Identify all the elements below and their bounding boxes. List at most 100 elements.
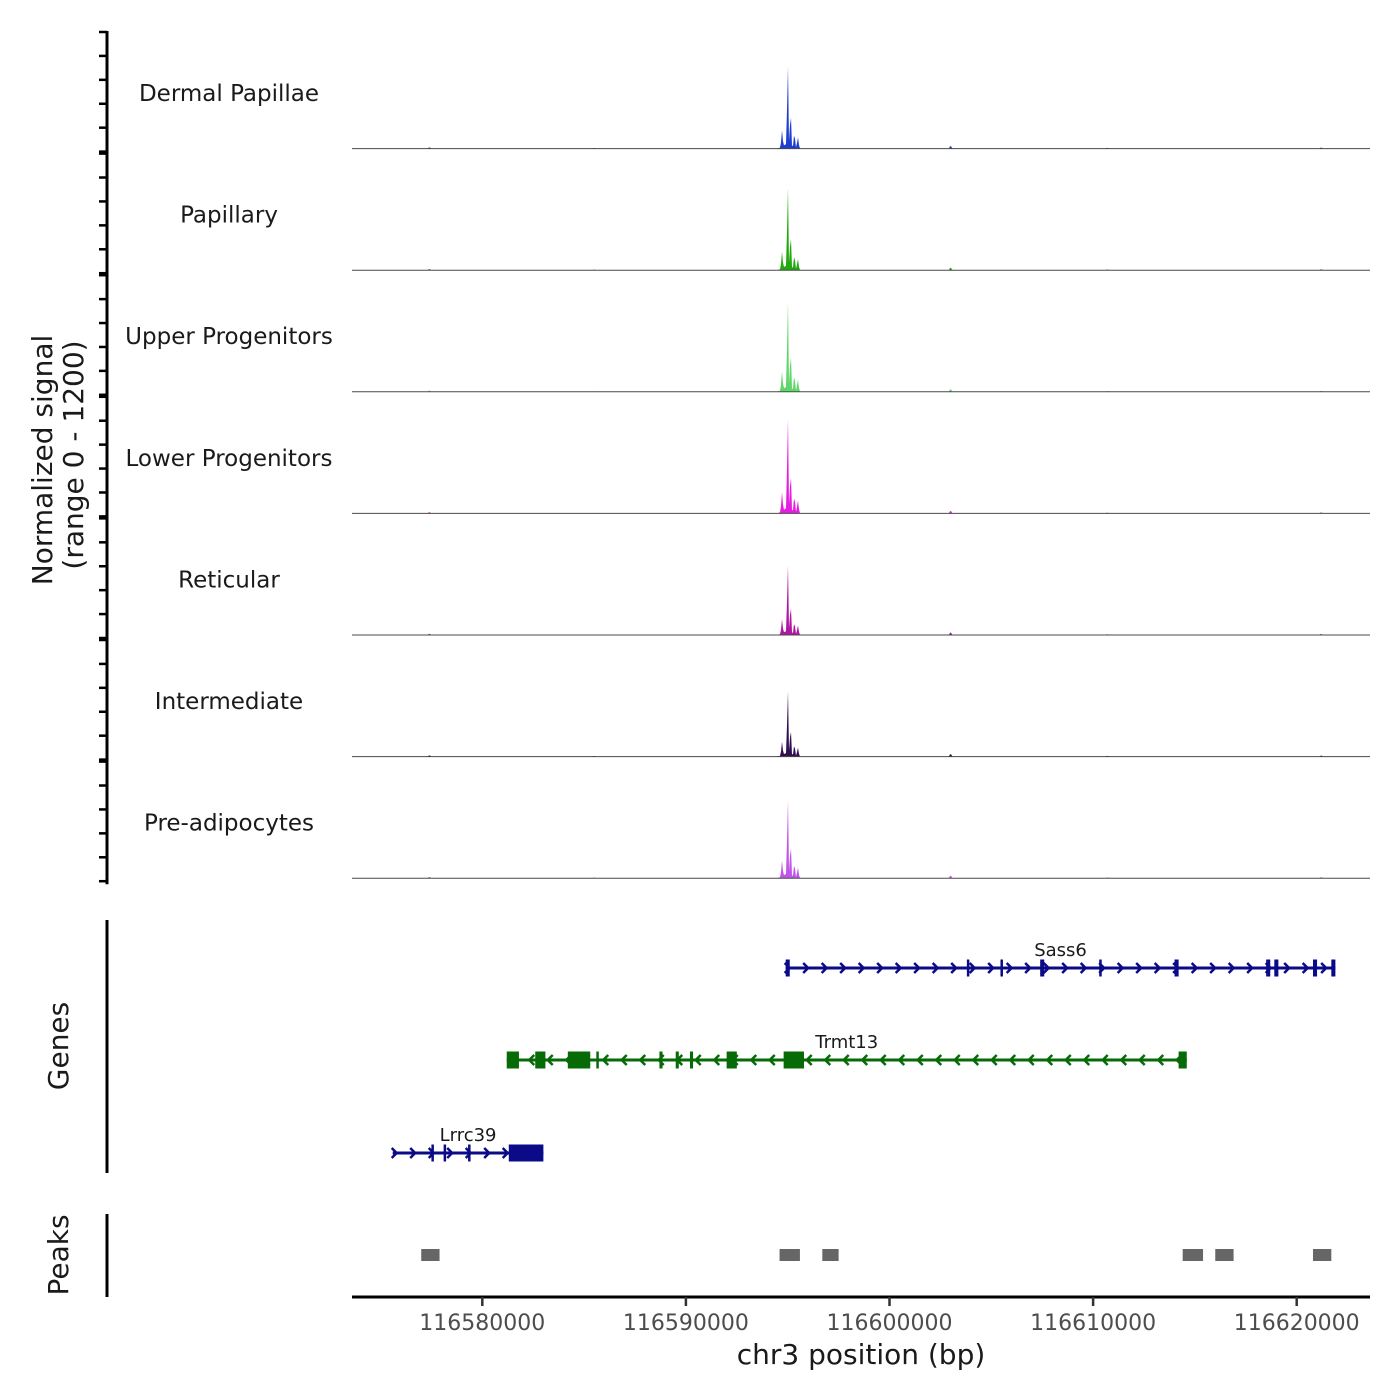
strand-arrow	[1209, 962, 1217, 974]
x-axis-label: chr3 position (bp)	[737, 1338, 986, 1371]
exon	[783, 1051, 804, 1069]
exon	[1331, 959, 1336, 977]
coverage-tracks: Dermal Papillae Papillary Upper Progenitor…	[125, 66, 1370, 879]
exon	[659, 1051, 663, 1069]
coverage-ylabel-line1: Normalized signal	[26, 335, 59, 586]
strand-arrow	[1079, 962, 1088, 974]
strand-arrow	[545, 1054, 554, 1066]
strand-arrow	[839, 962, 847, 974]
strand-arrow	[952, 1054, 961, 1066]
exon	[567, 1051, 591, 1069]
strand-arrow	[1283, 962, 1291, 974]
strand-arrow	[483, 1147, 491, 1159]
strand-arrow	[1190, 962, 1199, 974]
exon	[785, 959, 790, 977]
strand-arrow	[693, 1054, 702, 1066]
strand-arrow	[1005, 962, 1014, 974]
x-tick-label: 116590000	[623, 1311, 749, 1336]
track-label: Pre-adipocytes	[144, 811, 314, 837]
peaks-ylabel: Peaks	[42, 1214, 75, 1295]
coverage-area	[352, 419, 1370, 514]
peak-block	[1312, 1249, 1332, 1261]
strand-arrow	[987, 962, 995, 974]
gene-annotations: Sass6 Trmt13 Lrrc39	[390, 940, 1336, 1162]
x-tick-label: 116620000	[1234, 1311, 1360, 1336]
strand-arrow	[989, 1054, 998, 1066]
x-tick-label: 116610000	[1030, 1311, 1156, 1336]
strand-arrow	[1301, 962, 1310, 974]
strand-arrow	[601, 1054, 610, 1066]
exon	[1040, 959, 1045, 977]
strand-arrow	[390, 1147, 399, 1159]
strand-arrow	[857, 962, 866, 974]
strand-arrow	[820, 962, 829, 974]
exon	[443, 1144, 447, 1162]
strand-arrow	[934, 1054, 943, 1066]
strand-arrow	[1116, 962, 1125, 974]
strand-arrow	[823, 1054, 832, 1066]
exon	[506, 1051, 519, 1069]
strand-arrow	[446, 1147, 454, 1159]
strand-arrow	[897, 1054, 906, 1066]
coverage-area	[352, 690, 1370, 757]
gene-name: Trmt13	[814, 1032, 878, 1053]
genes-ylabel: Genes	[42, 1002, 75, 1090]
strand-arrow	[971, 1054, 980, 1066]
strand-arrow	[638, 1054, 647, 1066]
strand-arrow	[841, 1054, 850, 1066]
strand-arrow	[1246, 962, 1254, 974]
strand-arrow	[1063, 1054, 1072, 1066]
strand-arrow	[1024, 962, 1032, 974]
strand-arrow	[767, 1054, 776, 1066]
strand-arrow	[931, 962, 940, 974]
track-label: Intermediate	[155, 689, 303, 715]
strand-arrow	[1045, 1054, 1054, 1066]
gene-name: Lrrc39	[440, 1125, 497, 1146]
peak-block	[1215, 1249, 1234, 1261]
strand-arrow	[1156, 1054, 1165, 1066]
exon	[966, 959, 970, 977]
exon	[431, 1144, 434, 1162]
track-label: Dermal Papillae	[139, 81, 319, 107]
exon	[1099, 959, 1102, 977]
exon	[675, 1051, 679, 1069]
strand-arrow	[1153, 962, 1162, 974]
exon	[1174, 959, 1179, 977]
strand-arrow	[1137, 1054, 1146, 1066]
x-tick-label: 116580000	[419, 1311, 545, 1336]
exon	[1000, 959, 1003, 977]
peak-regions	[421, 1249, 1332, 1261]
track-label: Papillary	[180, 203, 278, 229]
strand-arrow	[1082, 1054, 1091, 1066]
strand-arrow	[1042, 962, 1051, 974]
exon	[726, 1051, 737, 1069]
track-label: Reticular	[178, 567, 280, 593]
strand-arrow	[1119, 1054, 1128, 1066]
strand-arrow	[501, 1147, 510, 1159]
coverage-area	[352, 565, 1370, 635]
strand-arrow	[749, 1054, 758, 1066]
peak-block	[1182, 1249, 1204, 1261]
coverage-area	[352, 800, 1370, 879]
strand-arrow	[1061, 962, 1069, 974]
coverage-y-axis	[99, 30, 109, 885]
x-tick-label: 116600000	[827, 1311, 953, 1336]
track-label: Lower Progenitors	[126, 446, 333, 472]
coverage-area	[352, 188, 1370, 271]
strand-arrow	[1135, 962, 1143, 974]
strand-arrow	[878, 1054, 887, 1066]
peak-block	[779, 1249, 800, 1261]
strand-arrow	[860, 1054, 869, 1066]
coverage-area	[352, 301, 1370, 392]
strand-arrow	[1320, 962, 1328, 974]
peak-block	[421, 1249, 440, 1261]
strand-arrow	[409, 1147, 417, 1159]
coverage-ylabel-line2: (range 0 - 1200)	[57, 340, 90, 569]
strand-arrow	[527, 1054, 536, 1066]
strand-arrow	[1227, 962, 1236, 974]
exon	[508, 1144, 544, 1162]
exon	[1274, 959, 1279, 977]
strand-arrow	[1100, 1054, 1109, 1066]
coverage-area	[352, 66, 1370, 149]
